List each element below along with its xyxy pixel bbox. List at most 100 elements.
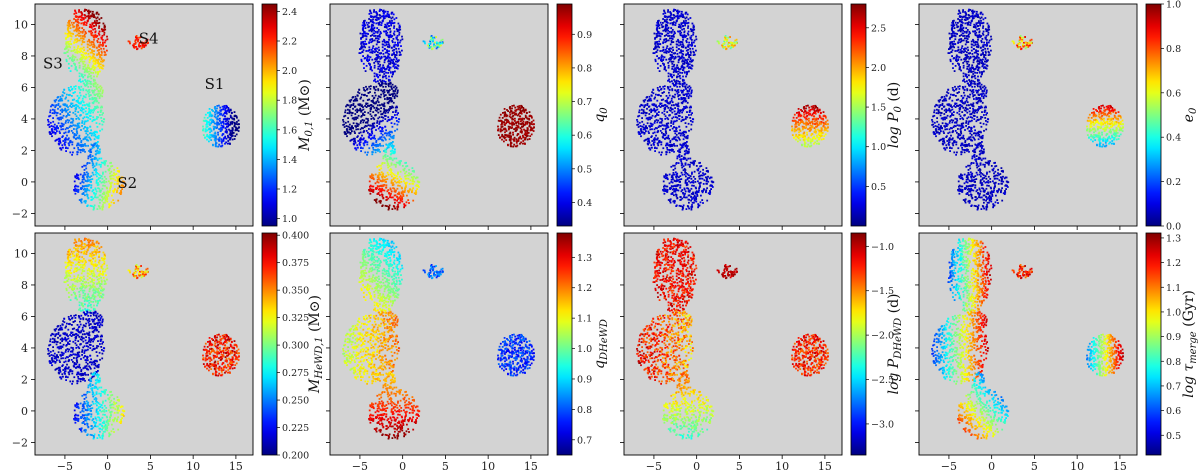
data-point xyxy=(397,121,400,123)
data-point xyxy=(207,136,210,138)
data-point xyxy=(657,23,660,25)
data-point xyxy=(56,126,58,129)
data-point xyxy=(380,93,382,96)
data-point xyxy=(673,120,676,123)
data-point xyxy=(405,181,408,184)
data-point xyxy=(393,54,396,56)
data-point xyxy=(384,156,387,158)
data-point xyxy=(83,10,86,12)
colorbar xyxy=(261,3,278,227)
data-point xyxy=(96,152,98,155)
data-point xyxy=(90,71,92,74)
data-point xyxy=(641,120,644,123)
data-point xyxy=(673,70,676,72)
data-point xyxy=(652,103,655,106)
data-point xyxy=(93,109,95,112)
data-point xyxy=(686,106,688,109)
data-point xyxy=(393,198,396,201)
data-point xyxy=(86,134,89,136)
data-point xyxy=(98,86,100,89)
data-point xyxy=(66,35,69,37)
data-point xyxy=(665,34,668,36)
data-point xyxy=(66,51,69,53)
data-point xyxy=(689,50,692,53)
data-point xyxy=(84,63,87,66)
data-point xyxy=(677,102,680,105)
data-point xyxy=(90,158,93,161)
data-point xyxy=(433,36,436,39)
data-point xyxy=(657,31,660,33)
data-point xyxy=(683,97,686,100)
data-point xyxy=(672,55,674,58)
data-point xyxy=(76,34,79,36)
data-point xyxy=(367,118,369,120)
data-point xyxy=(670,58,672,61)
data-point xyxy=(104,184,106,187)
data-point xyxy=(87,139,90,142)
data-point xyxy=(398,24,401,27)
data-point xyxy=(98,30,101,33)
data-point xyxy=(77,185,80,188)
data-point xyxy=(85,189,88,191)
data-point xyxy=(88,55,90,58)
data-point xyxy=(76,95,79,97)
data-point xyxy=(397,41,399,44)
data-point xyxy=(643,139,646,142)
data-point xyxy=(84,8,86,11)
data-point xyxy=(97,62,99,65)
data-point xyxy=(103,54,106,56)
data-point xyxy=(380,57,382,60)
data-point xyxy=(82,68,85,70)
data-point xyxy=(358,142,361,145)
data-point xyxy=(393,194,396,197)
data-point xyxy=(524,137,527,139)
data-point xyxy=(406,165,409,167)
data-point xyxy=(66,119,69,121)
data-point xyxy=(348,126,351,129)
data-point xyxy=(73,41,76,44)
data-point xyxy=(386,13,389,15)
data-point xyxy=(698,177,701,180)
data-point xyxy=(691,22,694,25)
data-point xyxy=(648,147,650,150)
data-point xyxy=(683,194,686,197)
colorbar-tick-label: 1.8 xyxy=(282,96,297,107)
data-point xyxy=(681,43,684,45)
data-point xyxy=(95,106,98,109)
data-point xyxy=(346,131,349,134)
data-point xyxy=(61,144,64,147)
data-point xyxy=(401,196,403,199)
data-point xyxy=(215,137,217,139)
data-point xyxy=(661,111,664,114)
data-point xyxy=(671,111,674,114)
data-point xyxy=(665,185,667,188)
data-point xyxy=(93,207,95,210)
data-point xyxy=(354,140,356,143)
data-point xyxy=(654,60,657,63)
data-point xyxy=(227,124,230,126)
data-point xyxy=(364,27,367,29)
data-point xyxy=(86,71,88,73)
data-point xyxy=(230,135,233,138)
data-point xyxy=(396,120,398,122)
data-point xyxy=(386,178,389,180)
data-point xyxy=(373,102,376,105)
data-point xyxy=(394,106,397,109)
data-point xyxy=(654,96,656,99)
data-point xyxy=(520,112,523,115)
data-point xyxy=(388,134,390,137)
data-point xyxy=(69,27,72,29)
data-point xyxy=(232,132,235,134)
data-point xyxy=(371,95,374,97)
data-point xyxy=(376,122,378,124)
data-point xyxy=(140,36,142,38)
data-point xyxy=(676,85,679,88)
data-point xyxy=(510,127,513,129)
data-point xyxy=(531,116,533,119)
data-point xyxy=(51,131,54,134)
data-point xyxy=(530,123,533,125)
data-point xyxy=(119,177,122,180)
data-point xyxy=(383,189,386,192)
data-point xyxy=(101,208,104,211)
data-point xyxy=(395,109,397,112)
